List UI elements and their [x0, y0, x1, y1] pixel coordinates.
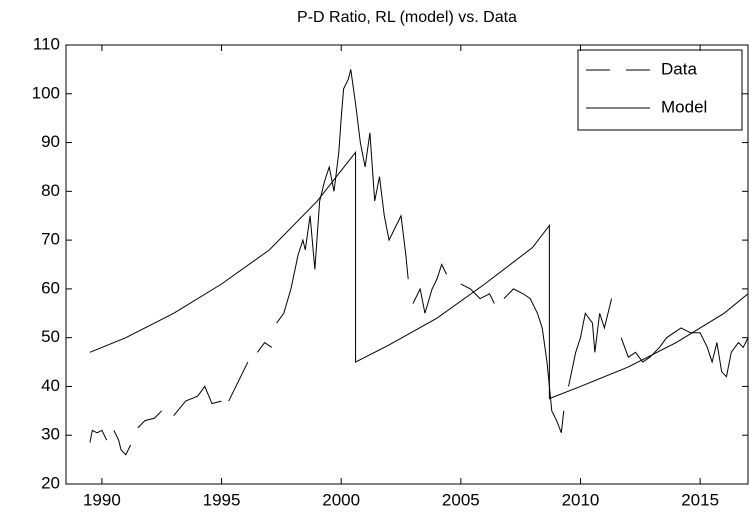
y-tick-label: 70	[41, 230, 60, 249]
x-tick-label: 2000	[322, 490, 360, 509]
series-line	[89, 150, 749, 400]
legend: Data Model	[577, 49, 743, 131]
y-tick-label: 110	[33, 34, 60, 53]
x-tick-label: 1995	[203, 490, 241, 509]
chart-title: P-D Ratio, RL (model) vs. Data	[297, 9, 517, 26]
y-tick-label: 90	[41, 132, 60, 151]
legend-label: Model	[661, 97, 707, 116]
y-tick-label: 80	[41, 181, 60, 200]
y-tick-label: 50	[41, 327, 60, 346]
x-tick-label: 2015	[681, 490, 719, 509]
y-tick-label: 60	[41, 278, 60, 297]
legend-box	[577, 49, 743, 131]
y-tick-label: 20	[41, 473, 60, 492]
x-tick-label: 2010	[562, 490, 600, 509]
legend-label: Data	[661, 59, 697, 78]
y-tick-label: 40	[41, 376, 60, 395]
series-line	[89, 69, 749, 456]
x-tick-label: 2005	[442, 490, 480, 509]
x-tick-label: 1990	[83, 490, 121, 509]
y-tick-label: 100	[32, 83, 60, 102]
y-tick-label: 30	[41, 425, 60, 444]
